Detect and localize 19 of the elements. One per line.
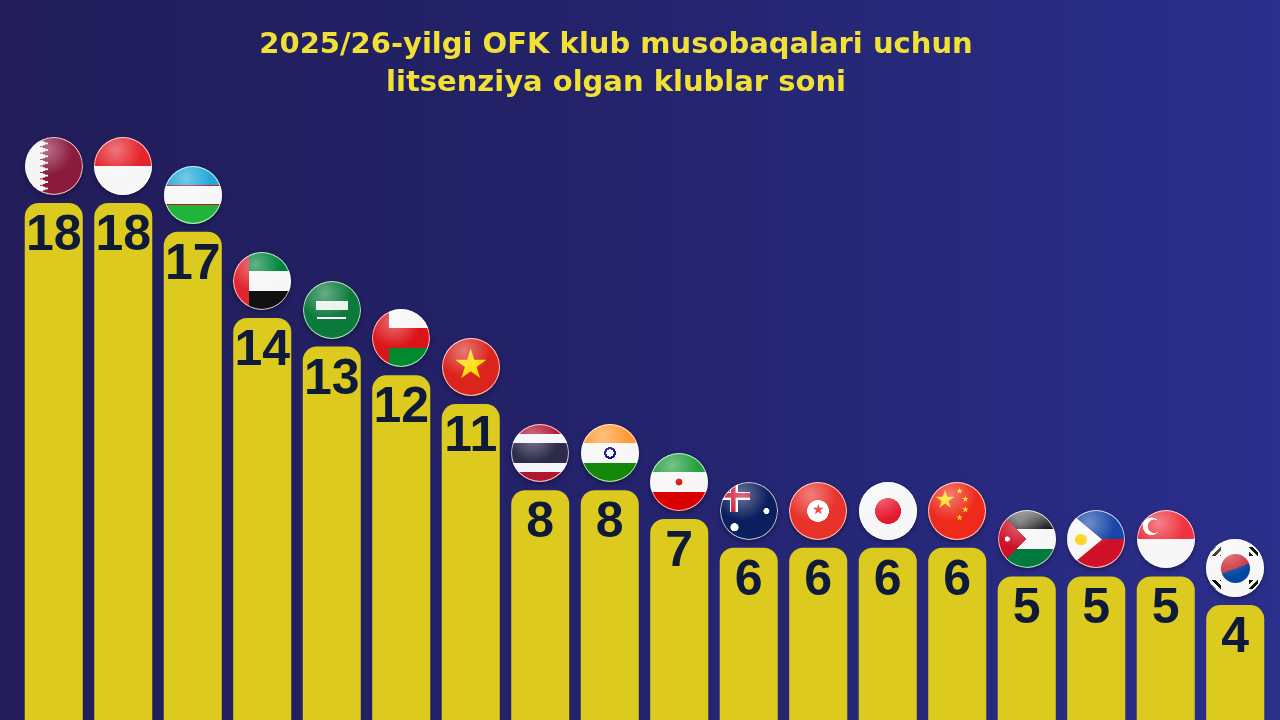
data-label: 5 xyxy=(1012,578,1041,635)
data-label: 8 xyxy=(526,492,555,549)
data-label: 6 xyxy=(804,549,833,606)
data-label: 5 xyxy=(1151,578,1180,635)
chart-title: 2025/26-yilgi OFK klub musobaqalari uchun litsenziya olgan klublar soni xyxy=(258,25,974,100)
data-label: 5 xyxy=(1082,578,1111,635)
data-label: 7 xyxy=(665,520,694,577)
data-label: 8 xyxy=(595,492,624,549)
data-label: 12 xyxy=(373,377,430,434)
data-label: 6 xyxy=(734,549,763,606)
data-label: 18 xyxy=(25,205,82,261)
data-label: 17 xyxy=(164,233,221,290)
data-label: 6 xyxy=(943,549,972,606)
data-label: 13 xyxy=(303,348,360,405)
data-label: 4 xyxy=(1221,607,1250,664)
data-label: 14 xyxy=(234,319,291,376)
data-label: 11 xyxy=(444,406,498,463)
data-label: 6 xyxy=(873,549,902,606)
data-label: 18 xyxy=(95,205,152,261)
